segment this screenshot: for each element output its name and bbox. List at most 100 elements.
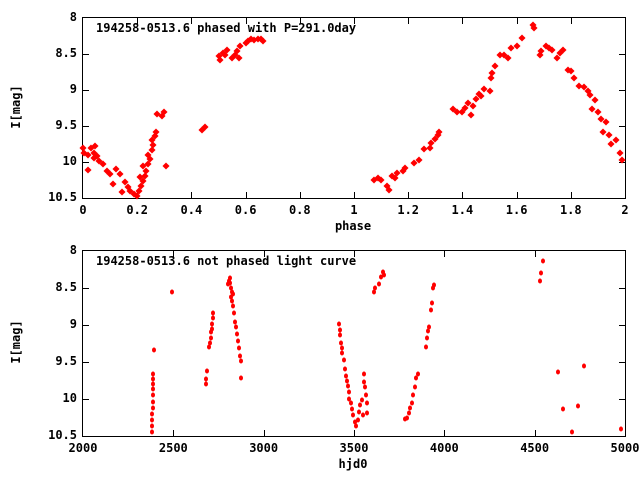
data-point bbox=[232, 310, 237, 316]
x-tick-label: 0.6 bbox=[234, 203, 257, 217]
data-point bbox=[491, 62, 499, 70]
y-tick-mark bbox=[619, 90, 625, 91]
data-point bbox=[411, 392, 416, 398]
data-point bbox=[339, 340, 344, 346]
data-point bbox=[354, 423, 359, 429]
x-tick-label: 5000 bbox=[610, 441, 640, 455]
data-point bbox=[343, 373, 348, 379]
data-point bbox=[380, 269, 385, 275]
data-point bbox=[150, 411, 155, 417]
data-point bbox=[150, 423, 155, 429]
data-point bbox=[150, 399, 155, 405]
x-tick-label: 0.8 bbox=[288, 203, 311, 217]
data-point bbox=[229, 285, 234, 291]
y-tick-label: 10 bbox=[62, 154, 77, 168]
y-tick-label: 8.5 bbox=[55, 280, 77, 294]
data-point bbox=[377, 176, 385, 184]
data-point bbox=[513, 42, 521, 50]
x-tick-mark bbox=[444, 430, 446, 436]
data-point bbox=[415, 371, 420, 377]
data-point bbox=[350, 406, 355, 412]
data-point bbox=[118, 188, 126, 196]
unphased-y-axis-title: I[mag] bbox=[9, 320, 23, 364]
data-point bbox=[169, 289, 174, 295]
data-point bbox=[259, 37, 267, 45]
data-point bbox=[361, 371, 366, 377]
data-point bbox=[160, 108, 168, 116]
data-point bbox=[426, 324, 431, 330]
data-point bbox=[209, 326, 214, 332]
data-point bbox=[414, 375, 419, 381]
y-tick-label: 8.5 bbox=[55, 46, 77, 60]
y-tick-mark bbox=[83, 126, 89, 127]
data-point bbox=[358, 402, 363, 408]
data-point bbox=[357, 409, 362, 415]
data-point bbox=[341, 357, 346, 363]
data-point bbox=[346, 389, 351, 395]
data-point bbox=[424, 335, 429, 341]
data-point bbox=[344, 378, 349, 384]
data-point bbox=[236, 345, 241, 351]
data-point bbox=[162, 162, 170, 170]
data-point bbox=[431, 285, 436, 291]
x-tick-label: 3000 bbox=[249, 441, 279, 455]
data-point bbox=[428, 307, 433, 313]
x-tick-mark bbox=[462, 18, 464, 24]
data-point bbox=[208, 340, 212, 346]
x-tick-mark bbox=[354, 430, 355, 436]
phased-y-axis-title: I[mag] bbox=[9, 85, 23, 129]
data-point bbox=[339, 345, 344, 351]
data-point bbox=[466, 111, 475, 119]
data-point bbox=[234, 324, 239, 330]
data-point bbox=[618, 426, 623, 432]
y-tick-mark bbox=[83, 54, 89, 55]
data-point bbox=[530, 24, 538, 32]
data-point bbox=[363, 384, 368, 390]
data-point bbox=[555, 369, 560, 375]
data-point bbox=[538, 270, 543, 276]
y-tick-label: 9 bbox=[69, 317, 77, 331]
data-point bbox=[591, 96, 599, 104]
data-point bbox=[230, 298, 235, 304]
phased-light-curve-panel: 194258-0513.6 phased with P=291.0day 0 0.… bbox=[48, 10, 629, 217]
x-tick-label: 2000 bbox=[68, 441, 98, 455]
y-tick-mark bbox=[83, 162, 89, 163]
data-point bbox=[211, 310, 216, 316]
data-point bbox=[209, 329, 214, 335]
x-tick-mark bbox=[570, 18, 572, 24]
data-point bbox=[537, 278, 542, 284]
data-point bbox=[518, 34, 526, 42]
data-point bbox=[337, 321, 341, 327]
data-point bbox=[363, 392, 368, 398]
data-point bbox=[203, 381, 208, 387]
y-tick-mark bbox=[619, 54, 625, 55]
data-point bbox=[352, 419, 357, 425]
data-point bbox=[362, 379, 367, 385]
data-point bbox=[373, 285, 378, 291]
data-point bbox=[616, 149, 624, 157]
x-tick-label: 1.8 bbox=[559, 203, 582, 217]
x-tick-mark bbox=[534, 251, 536, 257]
data-point bbox=[602, 118, 610, 126]
y-tick-label: 10.5 bbox=[48, 190, 77, 204]
data-point bbox=[381, 272, 386, 278]
data-point bbox=[409, 400, 414, 406]
data-point bbox=[216, 56, 224, 64]
x-tick-mark bbox=[263, 251, 265, 257]
data-point bbox=[142, 167, 150, 175]
data-point bbox=[228, 280, 233, 286]
x-tick-mark bbox=[245, 18, 247, 24]
data-point bbox=[351, 412, 356, 418]
y-tick-label: 8 bbox=[69, 10, 77, 24]
data-point bbox=[377, 281, 382, 287]
data-point bbox=[406, 410, 411, 416]
data-point bbox=[152, 347, 156, 353]
y-tick-mark bbox=[619, 325, 625, 326]
x-tick-mark bbox=[137, 18, 139, 24]
data-point bbox=[204, 376, 209, 382]
data-point bbox=[360, 397, 365, 403]
x-tick-mark bbox=[462, 192, 464, 198]
x-tick-label: 1.2 bbox=[397, 203, 420, 217]
data-point bbox=[548, 46, 556, 54]
